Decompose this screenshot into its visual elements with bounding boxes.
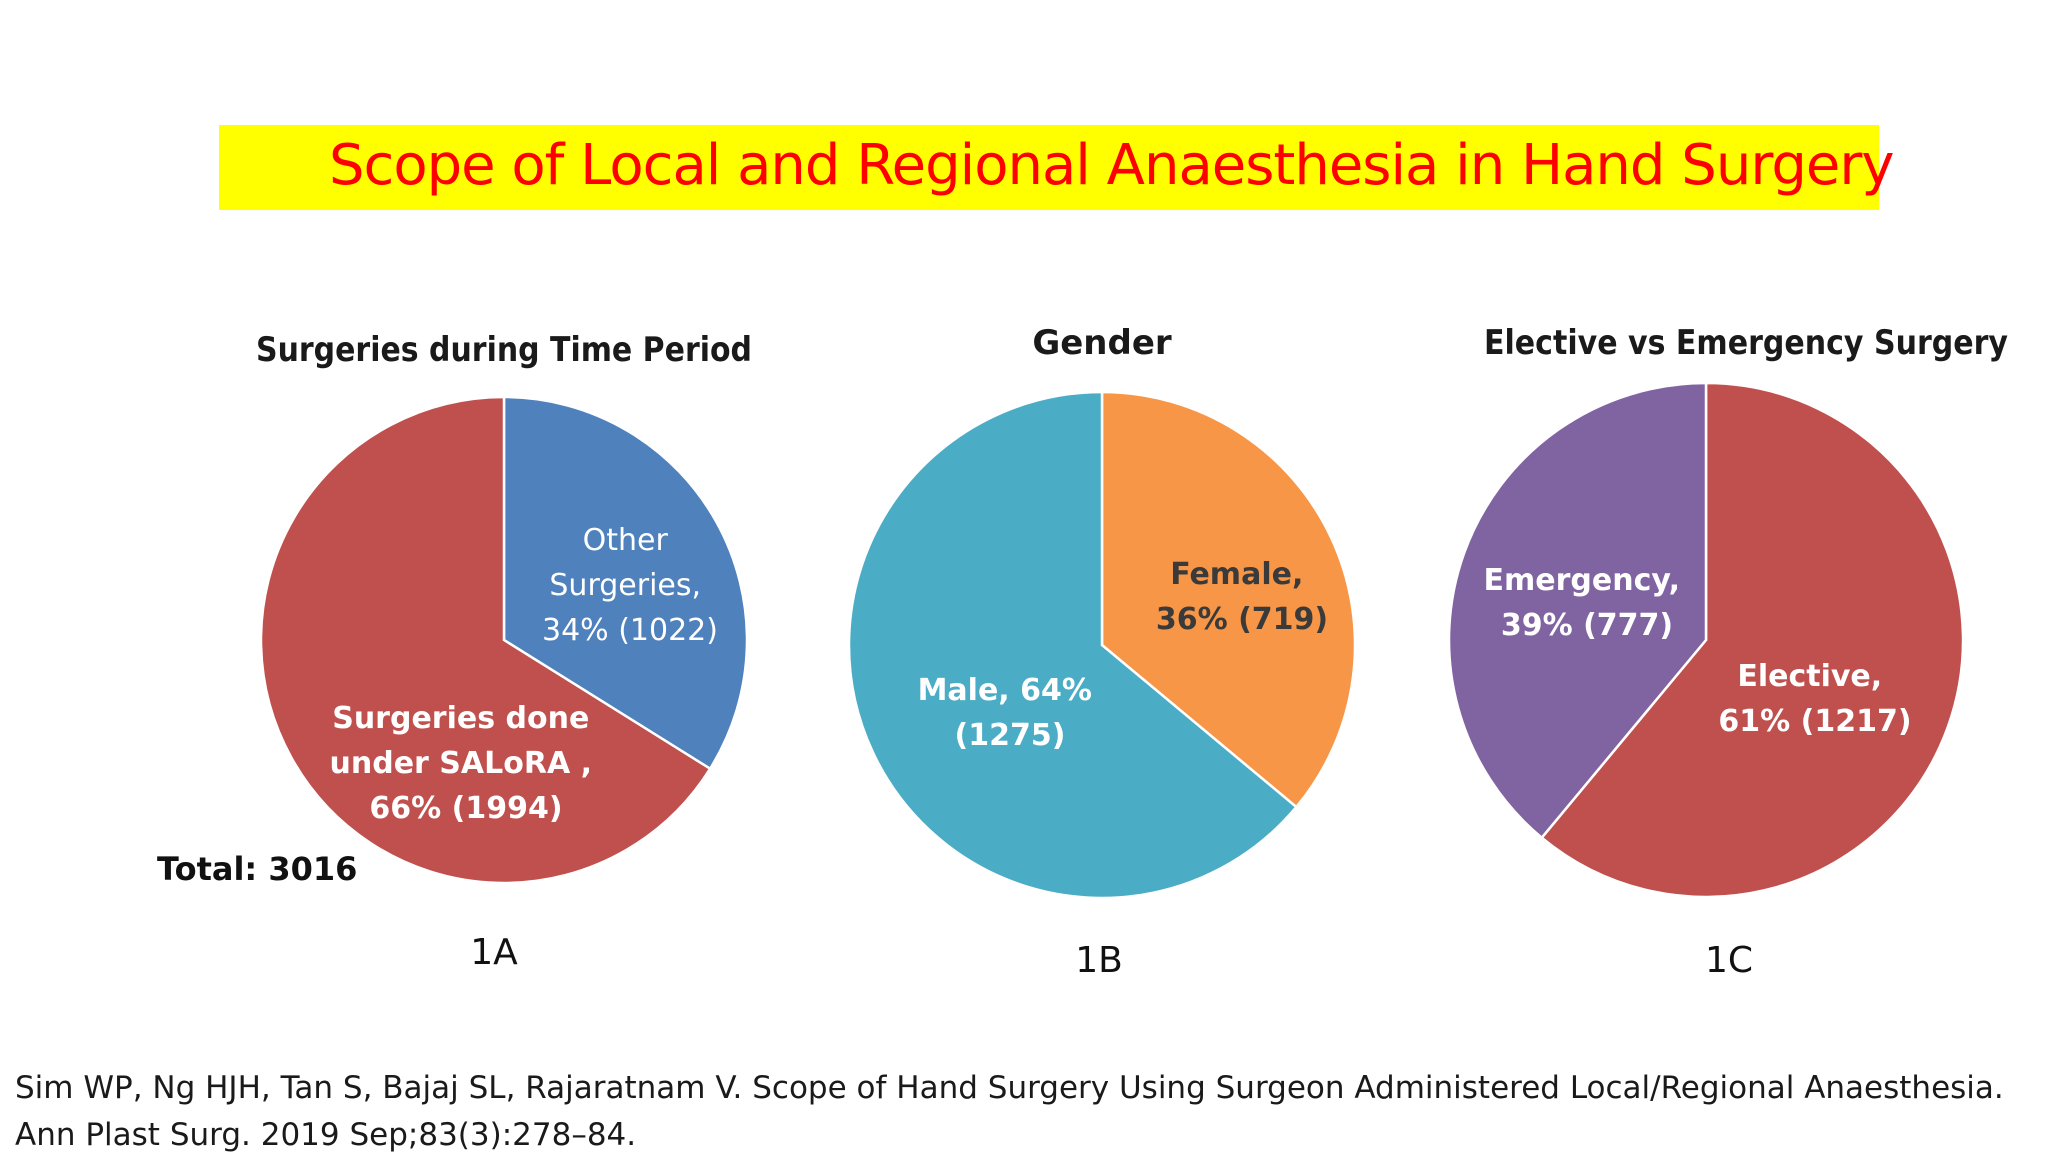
chart-1c-slice-label-1: Emergency, 39% (777)	[1484, 563, 1691, 643]
chart-1b-slice-1	[847, 390, 1299, 900]
citation-line-1: Sim WP, Ng HJH, Tan S, Bajaj SL, Rajarat…	[15, 1070, 2004, 1106]
chart-1a-slice-label-0: Other Surgeries, 34% (1022)	[542, 523, 718, 648]
chart-1b-figure-label: 1B	[1075, 940, 1123, 981]
chart-1c-slice-1-line-1: 39% (777)	[1501, 608, 1673, 643]
chart-1a-total: Total: 3016	[157, 850, 357, 888]
chart-1a-slice-1-line-2: 66% (1994)	[369, 791, 562, 826]
chart-1b-slice-0-line-1: 36% (719)	[1156, 602, 1328, 637]
chart-1c-slice-0-line-1: 61% (1217)	[1718, 704, 1911, 739]
chart-1b-slice-0	[1100, 390, 1357, 809]
chart-1a-slice-1-line-0: Surgeries done	[332, 701, 589, 736]
chart-1b: Gender Female, 36% (719) Male, 64% (1275…	[847, 323, 1357, 981]
slide-title: Scope of Local and Regional Anaesthesia …	[329, 133, 1895, 198]
chart-1b-slice-0-line-0: Female,	[1170, 557, 1303, 592]
chart-1a-pie	[259, 395, 749, 885]
chart-1a-title: Surgeries during Time Period	[256, 330, 752, 370]
slide-title-bar: Scope of Local and Regional Anaesthesia …	[219, 125, 1895, 210]
chart-1b-slice-label-1: Male, 64% (1275)	[918, 673, 1103, 753]
chart-1c-slice-0-line-0: Elective,	[1737, 659, 1882, 694]
chart-1a-slice-label-1: Surgeries done under SALoRA , 66% (1994)	[330, 701, 603, 826]
chart-1a-slice-0-line-1: Surgeries,	[549, 568, 701, 603]
chart-1c-slice-1	[1447, 381, 1708, 840]
chart-1c-slice-1-line-0: Emergency,	[1484, 563, 1680, 598]
chart-1b-title: Gender	[1032, 323, 1172, 363]
chart-1a-slice-0	[502, 395, 749, 771]
chart-1a-figure-label: 1A	[470, 932, 518, 973]
chart-1a-slice-1	[259, 395, 712, 885]
chart-1b-slice-label-0: Female, 36% (719)	[1156, 557, 1328, 637]
citation-line-2: Ann Plast Surg. 2019 Sep;83(3):278–84.	[15, 1117, 637, 1153]
chart-1a-slice-1-line-1: under SALoRA ,	[330, 746, 593, 781]
chart-1c-pie	[1447, 381, 1965, 899]
chart-1b-pie	[847, 390, 1357, 900]
citation: Sim WP, Ng HJH, Tan S, Bajaj SL, Rajarat…	[15, 1065, 2025, 1159]
chart-1c-title: Elective vs Emergency Surgery	[1484, 323, 2008, 363]
chart-1a-slice-0-line-0: Other	[583, 523, 669, 558]
chart-1c: Elective vs Emergency Surgery Elective, …	[1447, 323, 2008, 981]
chart-1c-slice-label-0: Elective, 61% (1217)	[1718, 659, 1911, 739]
chart-1a: Surgeries during Time Period Other Surge…	[157, 330, 752, 973]
chart-1c-slice-0	[1540, 381, 1965, 899]
chart-1b-slice-1-line-1: (1275)	[955, 718, 1066, 753]
chart-1a-slice-0-line-2: 34% (1022)	[542, 613, 718, 648]
chart-1b-slice-1-line-0: Male, 64%	[918, 673, 1092, 708]
chart-1c-figure-label: 1C	[1705, 940, 1753, 981]
